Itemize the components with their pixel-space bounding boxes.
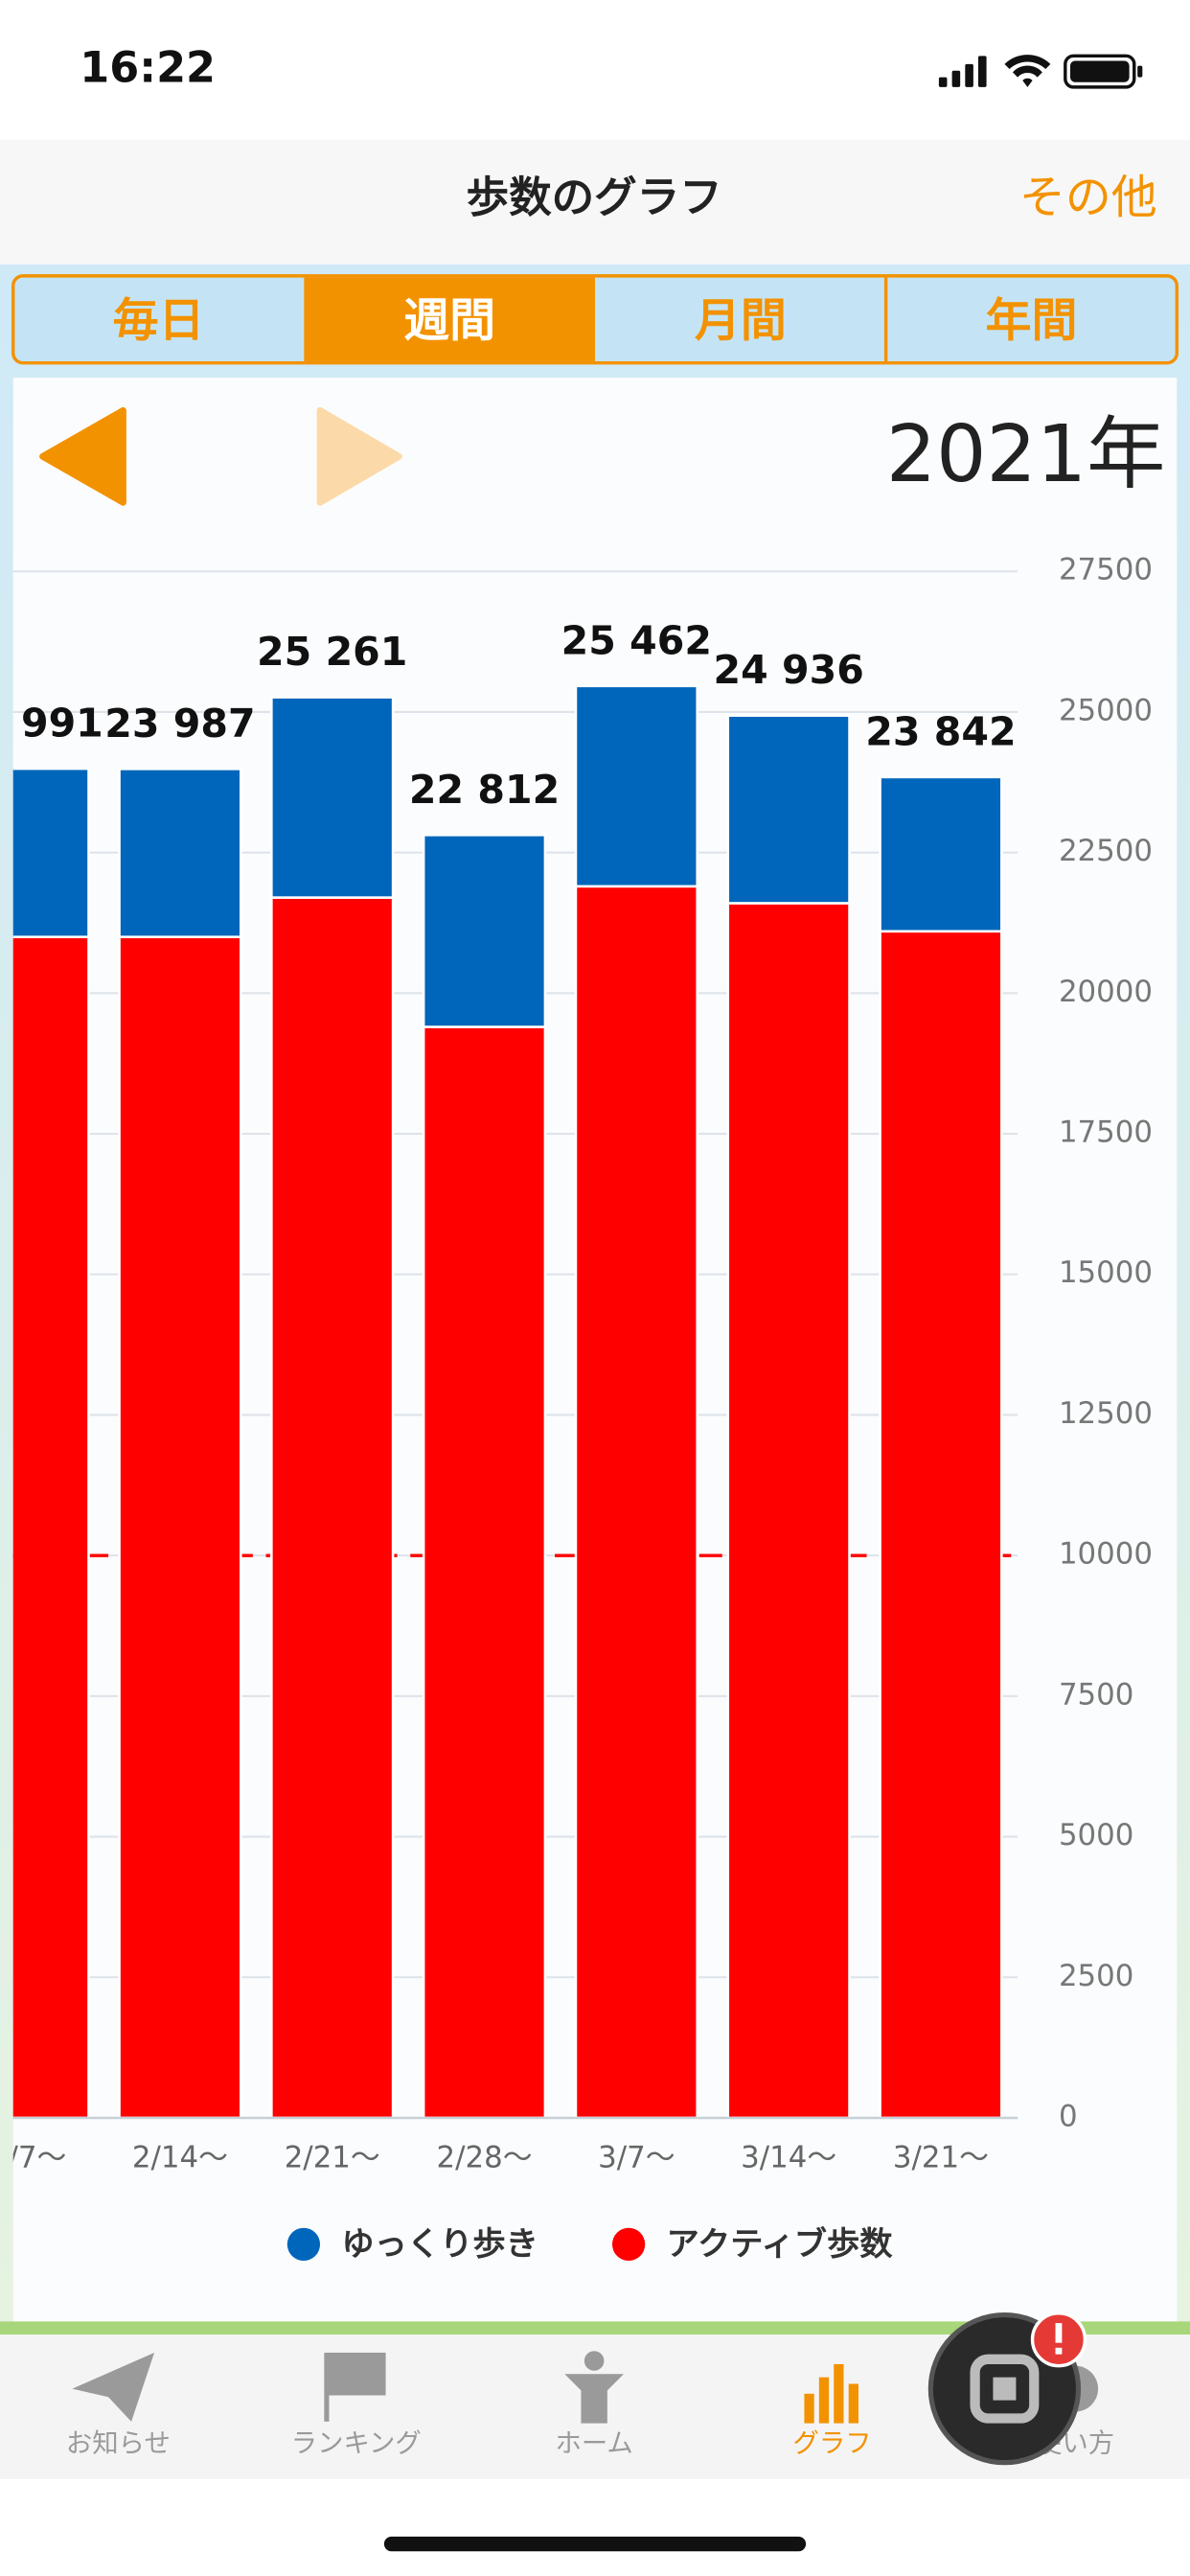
nav-header bbox=[0, 139, 1190, 264]
tab-label[interactable]: 月間 bbox=[695, 294, 787, 348]
status-icons bbox=[938, 54, 1143, 89]
x-tick-label: 2/7〜 bbox=[0, 2140, 66, 2174]
status-bar bbox=[0, 0, 1190, 140]
y-tick-label: 2500 bbox=[1059, 1959, 1133, 1993]
bar-segment bbox=[574, 885, 699, 2120]
legend-marker bbox=[286, 2227, 321, 2262]
y-tick-label: 7500 bbox=[1059, 1677, 1133, 1712]
y-tick-label: 20000 bbox=[1059, 975, 1153, 1009]
home-indicator bbox=[383, 2536, 807, 2552]
nav-icon bbox=[804, 2393, 814, 2424]
x-tick-label: 2/14〜 bbox=[132, 2140, 228, 2174]
y-tick-label: 27500 bbox=[1059, 553, 1153, 587]
x-tick-label: 3/21〜 bbox=[893, 2140, 989, 2174]
bar-segment bbox=[422, 1025, 547, 2120]
plot-area: 23 991 2/7〜 23 987 2/14〜 25 261 2/21〜 22 812 2/… bbox=[0, 617, 1017, 2174]
status-time: 16:22 bbox=[80, 43, 216, 93]
y-tick-label: 10000 bbox=[1059, 1537, 1153, 1572]
total-label: 23 991 bbox=[0, 701, 103, 747]
nav-label[interactable]: グラフ bbox=[792, 2428, 871, 2458]
nav-icon bbox=[584, 2351, 605, 2371]
y-tick-label: 0 bbox=[1059, 2099, 1078, 2133]
nav-icon bbox=[326, 2352, 386, 2396]
nav-icon-body bbox=[564, 2374, 624, 2424]
bar-segment bbox=[422, 834, 547, 1028]
total-label: 24 936 bbox=[713, 647, 863, 693]
bar-segment bbox=[270, 696, 395, 899]
floating-icon bbox=[970, 2354, 1040, 2424]
header-action[interactable]: その他 bbox=[1019, 171, 1157, 224]
badge-mark bbox=[1055, 2323, 1063, 2343]
badge-dot bbox=[1055, 2347, 1063, 2355]
total-label: 23 842 bbox=[865, 708, 1016, 754]
nav-icon bbox=[834, 2363, 844, 2424]
bar-segment bbox=[574, 684, 699, 888]
bar-segment bbox=[118, 935, 242, 2120]
panel-edge bbox=[0, 2321, 1190, 2335]
bar-segment bbox=[12, 767, 90, 938]
bar-segment bbox=[118, 768, 242, 938]
total-label: 23 987 bbox=[104, 701, 255, 747]
x-tick-label: 3/7〜 bbox=[598, 2140, 675, 2174]
y-tick-label: 15000 bbox=[1059, 1255, 1153, 1290]
next-arrow[interactable] bbox=[316, 406, 402, 506]
nav-label[interactable]: ランキング bbox=[291, 2428, 422, 2458]
nav-label[interactable]: ホーム bbox=[555, 2428, 632, 2458]
bar-segment bbox=[879, 930, 1003, 2120]
x-tick-label: 2/28〜 bbox=[437, 2140, 533, 2174]
legend-marker bbox=[611, 2227, 646, 2262]
nav-icon bbox=[818, 2377, 830, 2424]
x-tick-label: 3/14〜 bbox=[741, 2140, 836, 2174]
total-label: 25 462 bbox=[561, 617, 712, 663]
header-title: 歩数のグラフ bbox=[467, 172, 722, 222]
bar-segment bbox=[270, 896, 395, 2120]
bar-segment bbox=[879, 775, 1003, 933]
tab-label[interactable]: 週間 bbox=[403, 294, 495, 348]
bar-segment bbox=[12, 935, 90, 2120]
tab-bar: 毎日 週間 月間 年間 bbox=[11, 274, 1179, 365]
tab-label[interactable]: 年間 bbox=[986, 294, 1078, 348]
nav-icon bbox=[72, 2352, 155, 2422]
chart: 0 2500 5000 7500 10000 12500 15000 17500 20000 22… bbox=[0, 553, 1153, 2264]
y-tick-label: 17500 bbox=[1059, 1116, 1153, 1150]
y-tick-label: 22500 bbox=[1059, 834, 1153, 868]
y-tick-label: 12500 bbox=[1059, 1396, 1153, 1431]
bar-segment bbox=[726, 714, 851, 905]
legend-label: ゆっくり歩き bbox=[341, 2225, 538, 2264]
y-tick-label: 25000 bbox=[1059, 693, 1153, 727]
legend-label: アクティブ歩数 bbox=[667, 2225, 894, 2264]
floating-icon-core bbox=[993, 2377, 1017, 2401]
bar-segment bbox=[726, 902, 851, 2120]
prev-arrow[interactable] bbox=[39, 406, 126, 506]
year-label: 2021年 bbox=[886, 409, 1165, 500]
nav-label[interactable]: お知らせ bbox=[66, 2428, 171, 2458]
total-label: 22 812 bbox=[409, 767, 560, 813]
tab-selected bbox=[304, 277, 595, 361]
total-label: 25 261 bbox=[257, 629, 407, 675]
home-area bbox=[0, 2478, 1190, 2576]
x-tick-label: 2/21〜 bbox=[285, 2140, 380, 2174]
y-tick-label: 5000 bbox=[1059, 1818, 1133, 1852]
tab-label[interactable]: 毎日 bbox=[113, 294, 205, 348]
nav-icon bbox=[848, 2383, 858, 2424]
